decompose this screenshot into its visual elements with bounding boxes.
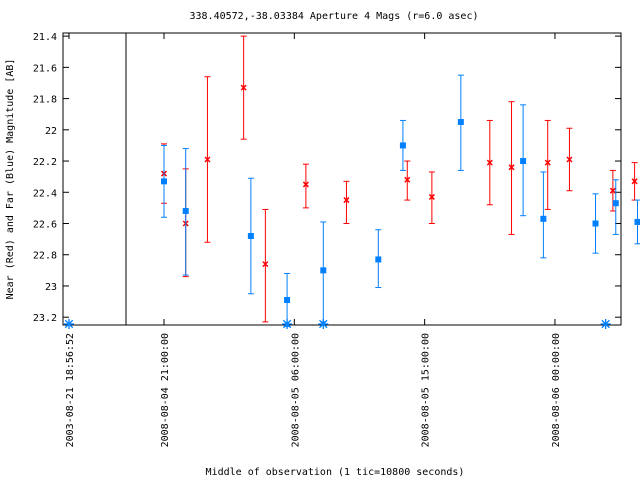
limit-markers (64, 319, 611, 329)
data-point-far (520, 158, 527, 165)
data-point-far (284, 297, 291, 304)
data-point-far (634, 218, 640, 225)
x-tick-label: 2003-08-21 18:56:52 (65, 333, 76, 447)
data-point-near (302, 181, 309, 188)
x-tick-label: 2008-08-05 15:00:00 (421, 333, 432, 447)
data-point-near (404, 176, 411, 183)
data-point-far (182, 208, 189, 215)
data-point-far (161, 178, 167, 185)
data-point-far (375, 256, 382, 263)
data-point-near (508, 164, 515, 171)
x-axis-ticks: 2003-08-21 18:56:52 2008-08-04 21:00:00 20… (65, 33, 562, 447)
data-point-near (262, 261, 269, 268)
x-tick-label: 2008-08-04 21:00:00 (160, 333, 171, 447)
limit-marker (282, 319, 293, 329)
y-tick-label: 22.4 (33, 188, 57, 199)
limit-marker (600, 319, 611, 329)
data-point-near (631, 178, 638, 185)
y-tick-label: 22.6 (33, 220, 57, 231)
y-tick-label: 22 (45, 126, 57, 137)
data-point-near (566, 156, 573, 163)
data-point-near (486, 159, 493, 166)
y-tick-label: 22.8 (33, 251, 57, 262)
y-tick-label: 21.4 (33, 32, 57, 43)
data-point-far (612, 200, 619, 207)
data-point-far (247, 232, 254, 239)
chart-title: 338.40572,-38.03384 Aperture 4 Mags (r=6… (190, 11, 479, 22)
data-point-far (592, 220, 599, 227)
data-point-far (320, 267, 327, 274)
data-point-far (399, 142, 406, 149)
data-point-near (544, 159, 551, 166)
y-axis-ticks: 21.4 21.6 21.8 22 22.2 22.4 22.6 22.8 23 23.2 (33, 32, 621, 324)
y-tick-label: 23.2 (33, 313, 57, 324)
data-point-near (240, 84, 247, 91)
data-point-near (609, 187, 616, 194)
data-point-near (204, 156, 211, 163)
x-axis-label: Middle of observation (1 tic=10800 secon… (206, 467, 465, 478)
y-tick-label: 21.6 (33, 63, 57, 74)
data-point-near (428, 193, 435, 200)
y-tick-label: 22.2 (33, 157, 57, 168)
data-point-near (343, 197, 350, 204)
data-point-far (540, 215, 547, 222)
limit-marker (318, 319, 329, 329)
data-points (160, 35, 640, 328)
y-axis-label: Near (Red) and Far (Blue) Magnitude [AB] (5, 59, 16, 300)
x-tick-label: 2008-08-05 06:00:00 (290, 333, 301, 447)
plot-area-frame (62, 32, 622, 326)
limit-marker (64, 319, 74, 329)
y-tick-label: 23 (45, 282, 57, 293)
x-tick-label: 2008-08-06 00:00:00 (551, 333, 562, 447)
y-tick-label: 21.8 (33, 95, 57, 106)
data-point-far (457, 119, 464, 126)
